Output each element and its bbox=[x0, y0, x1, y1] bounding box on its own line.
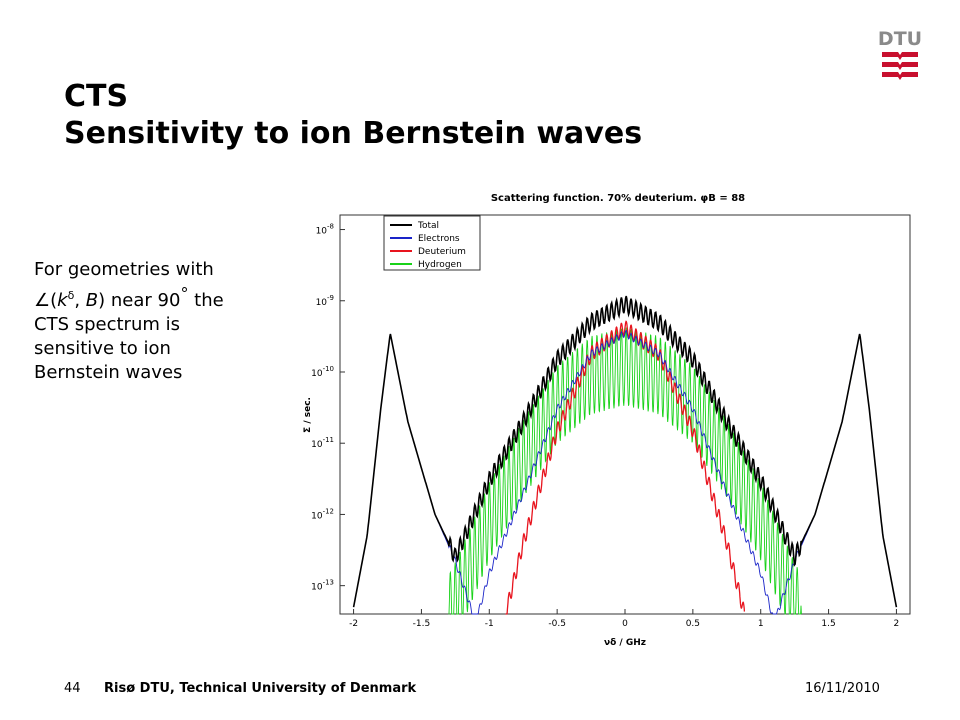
body-line-2: ∠(kδ, B) near 90° the bbox=[34, 282, 274, 313]
k-symbol: k bbox=[57, 290, 68, 311]
x-tick-label: 0.5 bbox=[686, 619, 700, 629]
x-axis-label: νδ / GHz bbox=[604, 638, 646, 648]
x-tick-label: -1.5 bbox=[413, 619, 431, 629]
separator: , bbox=[74, 290, 86, 311]
body-line-4: sensitive to ion bbox=[34, 338, 171, 359]
title-line-1: CTS bbox=[64, 79, 129, 114]
the-text: the bbox=[188, 290, 224, 311]
x-tick-label: -0.5 bbox=[548, 619, 566, 629]
near-text: ) near 90 bbox=[98, 290, 181, 311]
x-tick-label: 1 bbox=[758, 619, 764, 629]
gridlines bbox=[340, 229, 897, 614]
y-tick-label: 10-9 bbox=[316, 294, 334, 308]
title-line-2: Sensitivity to ion Bernstein waves bbox=[64, 116, 643, 151]
y-tick-labels: 10-8 10-9 10-10 10-11 10-12 10-13 bbox=[311, 223, 334, 593]
x-tick-label: 1.5 bbox=[821, 619, 835, 629]
angle-symbol: ∠ bbox=[34, 290, 51, 311]
footer-organization: Risø DTU, Technical University of Denmar… bbox=[104, 681, 417, 696]
series-deuterium-line bbox=[505, 320, 746, 615]
dtu-logo-mark bbox=[882, 52, 918, 80]
footer-date: 16/11/2010 bbox=[805, 681, 880, 696]
degree-symbol: ° bbox=[180, 284, 189, 303]
legend-label-deuterium: Deuterium bbox=[418, 247, 466, 257]
plot-frame bbox=[339, 214, 911, 615]
chart-title: Scattering function. 70% deuterium. φB =… bbox=[491, 193, 745, 204]
footer-page-number: 44 bbox=[64, 681, 81, 696]
y-tick-label: 10-13 bbox=[311, 579, 334, 593]
y-tick-label: 10-10 bbox=[311, 365, 334, 379]
x-tick-label: -1 bbox=[485, 619, 494, 629]
b-symbol: B bbox=[85, 290, 99, 311]
slide-title: CTS Sensitivity to ion Bernstein waves bbox=[64, 78, 642, 152]
series-curves bbox=[352, 295, 898, 615]
series-electrons-line bbox=[353, 329, 897, 615]
body-line-3: CTS spectrum is bbox=[34, 314, 180, 335]
y-tick-label: 10-8 bbox=[316, 223, 334, 237]
open-paren: ( bbox=[50, 290, 58, 311]
dtu-logo-text: DTU bbox=[878, 28, 922, 50]
chart-legend: Total Electrons Deuterium Hydrogen bbox=[383, 215, 481, 271]
series-hydrogen-line bbox=[448, 327, 802, 615]
legend-label-electrons: Electrons bbox=[418, 234, 460, 244]
x-tick-labels: -2 -1.5 -1 -0.5 0 0.5 1 1.5 2 bbox=[349, 619, 899, 629]
series-total-line bbox=[352, 295, 898, 608]
body-line-5: Bernstein waves bbox=[34, 362, 183, 383]
y-tick-label: 10-11 bbox=[311, 436, 334, 450]
legend-label-hydrogen: Hydrogen bbox=[418, 260, 462, 270]
legend-label-total: Total bbox=[417, 221, 439, 231]
body-line-1: For geometries with bbox=[34, 259, 214, 280]
body-text: For geometries with ∠(kδ, B) near 90° th… bbox=[34, 258, 274, 385]
x-tick-label: 0 bbox=[622, 619, 628, 629]
scattering-chart: Scattering function. 70% deuterium. φB =… bbox=[303, 193, 911, 648]
dtu-logo: DTU bbox=[878, 28, 922, 80]
delta-superscript: δ bbox=[67, 289, 75, 302]
x-tick-label: -2 bbox=[349, 619, 358, 629]
x-tick-label: 2 bbox=[894, 619, 900, 629]
y-tick-label: 10-12 bbox=[311, 507, 334, 521]
y-axis-label: Σ / sec. bbox=[303, 397, 313, 433]
